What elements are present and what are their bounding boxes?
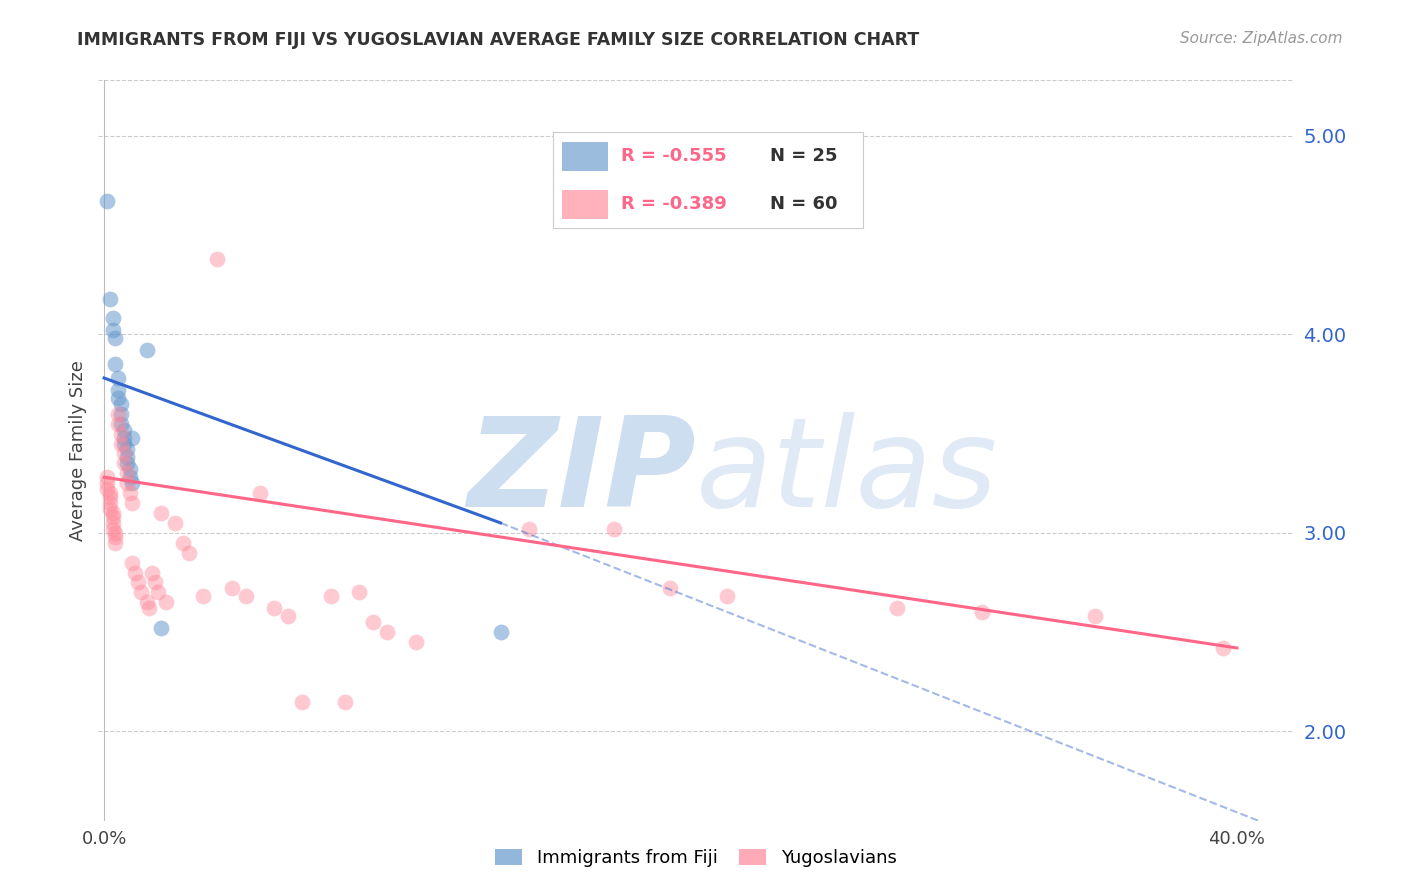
Point bbox=[163, 516, 186, 530]
Point bbox=[98, 496, 121, 510]
Point bbox=[405, 635, 427, 649]
Point bbox=[375, 625, 398, 640]
Legend: Immigrants from Fiji, Yugoslavians: Immigrants from Fiji, Yugoslavians bbox=[495, 849, 897, 867]
Point bbox=[135, 343, 157, 358]
Point bbox=[112, 431, 135, 445]
Point bbox=[98, 490, 121, 504]
Point bbox=[96, 194, 118, 209]
Point bbox=[659, 582, 682, 596]
Point bbox=[98, 486, 121, 500]
Point bbox=[121, 431, 143, 445]
Point bbox=[112, 436, 135, 450]
Point bbox=[115, 450, 138, 465]
Point bbox=[110, 426, 132, 441]
Point bbox=[263, 601, 285, 615]
Point bbox=[101, 311, 124, 326]
Point bbox=[193, 590, 215, 604]
Point bbox=[110, 417, 132, 431]
Point bbox=[347, 585, 370, 599]
Point bbox=[107, 417, 129, 431]
Y-axis label: Average Family Size: Average Family Size bbox=[69, 360, 87, 541]
Point bbox=[118, 462, 141, 476]
Point bbox=[110, 407, 132, 421]
Point bbox=[129, 585, 152, 599]
Point bbox=[149, 506, 172, 520]
Point bbox=[1212, 640, 1234, 655]
Point bbox=[107, 383, 129, 397]
Point bbox=[716, 590, 738, 604]
Point bbox=[104, 357, 127, 371]
Text: atlas: atlas bbox=[696, 412, 998, 533]
Point bbox=[118, 470, 141, 484]
Text: IMMIGRANTS FROM FIJI VS YUGOSLAVIAN AVERAGE FAMILY SIZE CORRELATION CHART: IMMIGRANTS FROM FIJI VS YUGOSLAVIAN AVER… bbox=[77, 31, 920, 49]
Point bbox=[333, 694, 356, 708]
Point bbox=[124, 566, 146, 580]
Point bbox=[135, 595, 157, 609]
Point bbox=[96, 476, 118, 491]
Point bbox=[107, 407, 129, 421]
Point bbox=[104, 530, 127, 544]
Text: Source: ZipAtlas.com: Source: ZipAtlas.com bbox=[1180, 31, 1343, 46]
Point bbox=[115, 467, 138, 481]
Point bbox=[101, 522, 124, 536]
Text: ZIP: ZIP bbox=[467, 412, 696, 533]
Point bbox=[970, 605, 993, 619]
Point bbox=[235, 590, 257, 604]
Point bbox=[96, 482, 118, 496]
Point bbox=[110, 436, 132, 450]
Point bbox=[104, 535, 127, 549]
Point bbox=[115, 442, 138, 457]
Point bbox=[121, 476, 143, 491]
Point bbox=[121, 556, 143, 570]
Point bbox=[172, 535, 194, 549]
Point bbox=[886, 601, 908, 615]
Point bbox=[603, 522, 626, 536]
Point bbox=[277, 609, 299, 624]
Point bbox=[517, 522, 540, 536]
Point bbox=[107, 371, 129, 385]
Point bbox=[361, 615, 384, 629]
Point bbox=[489, 625, 512, 640]
Point bbox=[146, 585, 169, 599]
Point bbox=[127, 575, 149, 590]
Point bbox=[138, 601, 160, 615]
Point bbox=[207, 252, 229, 266]
Point bbox=[101, 506, 124, 520]
Point bbox=[110, 397, 132, 411]
Point bbox=[155, 595, 177, 609]
Point bbox=[149, 621, 172, 635]
Point bbox=[112, 456, 135, 470]
Point bbox=[1084, 609, 1107, 624]
Point bbox=[141, 566, 163, 580]
Point bbox=[98, 292, 121, 306]
Point bbox=[101, 510, 124, 524]
Point bbox=[101, 323, 124, 337]
Point bbox=[101, 516, 124, 530]
Point bbox=[115, 476, 138, 491]
Point bbox=[98, 502, 121, 516]
Point bbox=[177, 546, 200, 560]
Point bbox=[118, 486, 141, 500]
Point bbox=[143, 575, 166, 590]
Point bbox=[104, 331, 127, 345]
Point bbox=[221, 582, 243, 596]
Point bbox=[112, 423, 135, 437]
Point bbox=[107, 391, 129, 405]
Point bbox=[291, 694, 314, 708]
Point bbox=[112, 446, 135, 460]
Point bbox=[104, 525, 127, 540]
Point bbox=[115, 456, 138, 470]
Point bbox=[319, 590, 342, 604]
Point bbox=[96, 470, 118, 484]
Point bbox=[121, 496, 143, 510]
Point bbox=[249, 486, 271, 500]
